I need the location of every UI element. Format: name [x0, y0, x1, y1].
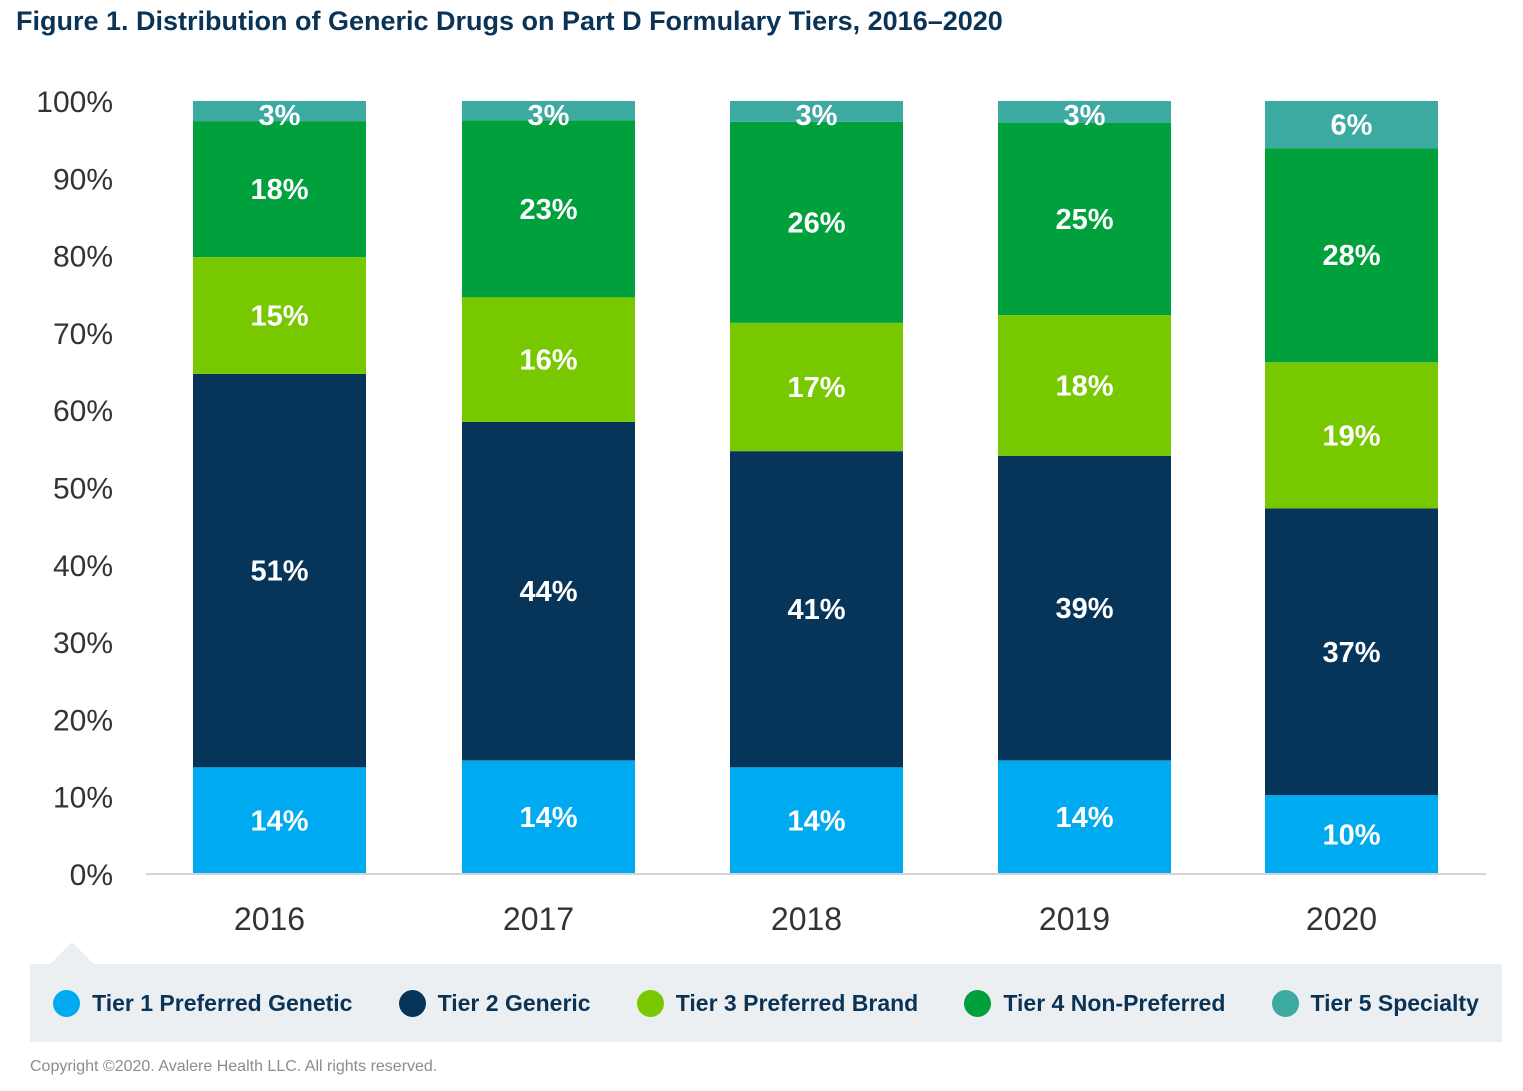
bar-segment	[1265, 795, 1438, 874]
legend-swatch	[964, 989, 992, 1017]
legend-label: Tier 1 Preferred Genetic	[92, 989, 353, 1016]
bar-segment	[730, 767, 903, 874]
bar-segment	[193, 767, 366, 874]
data-label: 44%	[519, 576, 577, 608]
y-tick-label: 90%	[53, 163, 113, 196]
legend-swatch	[53, 989, 81, 1017]
y-tick-label: 40%	[53, 550, 113, 583]
bar-segment	[998, 455, 1171, 761]
data-label: 3%	[259, 100, 301, 132]
legend-item: Tier 3 Preferred Brand	[636, 989, 919, 1017]
legend-label: Tier 5 Specialty	[1310, 989, 1479, 1016]
data-label: 14%	[250, 806, 308, 838]
x-axis: 2016 2017 2018 2019 2020	[146, 873, 1486, 937]
bar-segment	[193, 373, 366, 768]
data-label: 26%	[787, 207, 845, 239]
bar-segment	[1265, 148, 1438, 363]
y-tick-label: 10%	[53, 782, 113, 815]
bar-segment	[730, 101, 903, 122]
x-tick-label: 2017	[503, 901, 574, 937]
data-label: 23%	[519, 194, 577, 226]
legend-label: Tier 3 Preferred Brand	[675, 989, 919, 1016]
legend-item: Tier 5 Specialty	[1271, 989, 1479, 1017]
x-tick-label: 2016	[234, 901, 305, 937]
chart-title: Figure 1. Distribution of Generic Drugs …	[16, 6, 1003, 36]
legend: Tier 1 Preferred Genetic Tier 2 Generic Ti…	[30, 964, 1502, 1042]
legend-item: Tier 1 Preferred Genetic	[53, 989, 353, 1017]
legend-item: Tier 2 Generic	[398, 989, 591, 1017]
x-tick-label: 2020	[1306, 901, 1377, 937]
y-tick-label: 20%	[53, 704, 113, 737]
data-label: 3%	[796, 100, 838, 132]
data-label: 3%	[528, 100, 570, 132]
y-tick-label: 0%	[70, 859, 113, 892]
data-label: 39%	[1055, 593, 1113, 625]
y-tick-label: 50%	[53, 473, 113, 506]
data-label: 14%	[519, 802, 577, 834]
data-label: 10%	[1322, 820, 1380, 852]
legend-swatch	[1271, 989, 1299, 1017]
legend-item: Tier 4 Non-Preferred	[964, 989, 1226, 1017]
data-label: 28%	[1322, 240, 1380, 272]
y-tick-label: 30%	[53, 627, 113, 660]
bar-segment	[730, 121, 903, 323]
data-label: 3%	[1064, 100, 1106, 132]
bar-segment	[730, 322, 903, 452]
bar-segment	[193, 121, 366, 258]
bar-segment	[193, 257, 366, 374]
y-tick-label: 70%	[53, 318, 113, 351]
bar-segment	[193, 101, 366, 122]
bar-segment	[998, 101, 1171, 123]
y-tick-label: 100%	[36, 86, 113, 119]
legend-label: Tier 2 Generic	[437, 989, 591, 1016]
y-tick-label: 60%	[53, 395, 113, 428]
y-tick-label: 80%	[53, 241, 113, 274]
x-tick-label: 2019	[1039, 901, 1110, 937]
bar-segment	[998, 122, 1171, 316]
data-label: 19%	[1322, 420, 1380, 452]
y-axis: 0% 10% 20% 30% 40% 50% 60% 70% 80% 90% 100%	[36, 86, 113, 892]
data-label: 18%	[1055, 370, 1113, 402]
data-label: 25%	[1055, 204, 1113, 236]
bar-segment	[730, 451, 903, 768]
data-label: 37%	[1322, 637, 1380, 669]
bar-segment	[998, 315, 1171, 456]
bar-segment	[998, 760, 1171, 874]
stacked-bar-chart: 0% 10% 20% 30% 40% 50% 60% 70% 80% 90% 100% 14% 51%…	[36, 86, 1486, 937]
data-label: 17%	[787, 372, 845, 404]
bar-segment	[462, 101, 635, 121]
data-label: 15%	[250, 301, 308, 333]
bar-segment	[1265, 508, 1438, 796]
data-label: 18%	[250, 174, 308, 206]
legend-notch	[50, 942, 94, 964]
bars: 14% 51% 15% 18% 3% 14% 44% 16% 23% 3% 14% 41% 17% 26%…	[193, 100, 1438, 874]
legend-swatch	[636, 989, 664, 1017]
data-label: 41%	[787, 594, 845, 626]
x-tick-label: 2018	[771, 901, 842, 937]
copyright: Copyright ©2020. Avalere Health LLC. All…	[30, 1058, 438, 1075]
data-label: 14%	[1055, 802, 1113, 834]
data-label: 14%	[787, 806, 845, 838]
bar-segment	[462, 120, 635, 298]
bar-segment	[1265, 362, 1438, 509]
legend-label: Tier 4 Non-Preferred	[1003, 989, 1226, 1016]
bar-segment	[462, 760, 635, 874]
legend-swatch	[398, 989, 426, 1017]
data-label: 51%	[250, 556, 308, 588]
bar-segment	[462, 421, 635, 761]
bar-segment	[1265, 101, 1438, 149]
data-label: 6%	[1331, 110, 1373, 142]
data-label: 16%	[519, 345, 577, 377]
bar-segment	[462, 297, 635, 422]
legend-items: Tier 1 Preferred Genetic Tier 2 Generic Ti…	[30, 964, 1502, 1042]
